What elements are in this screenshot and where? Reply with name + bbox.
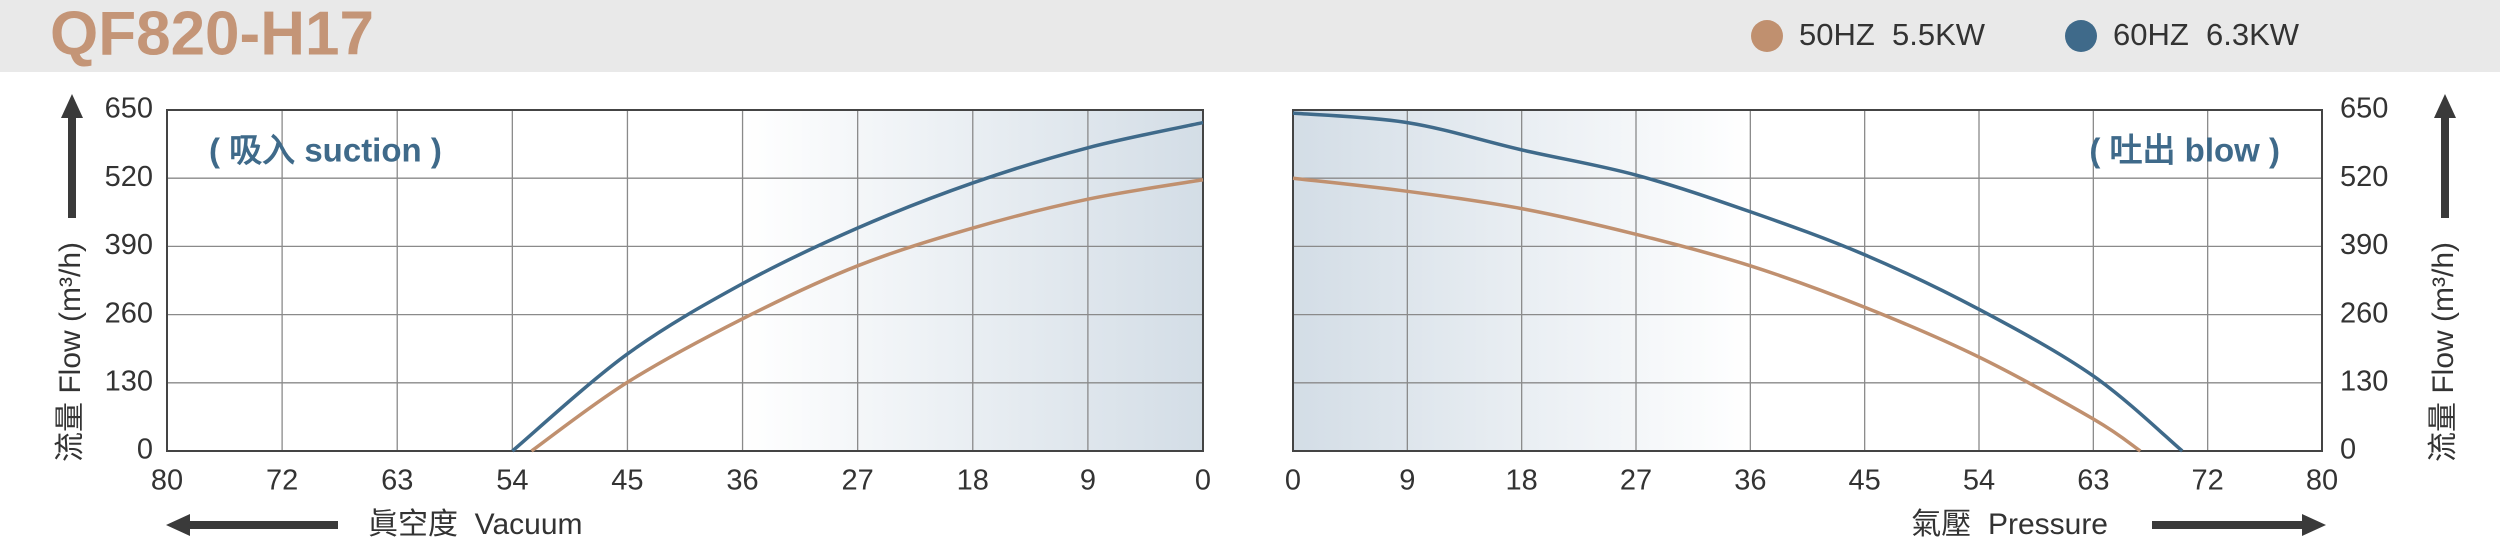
- x-tick-label: 0: [1195, 465, 1211, 497]
- arrow-head: [2302, 514, 2326, 536]
- annotation: ( 吸入 suction ): [209, 132, 442, 169]
- legend-label: 50HZ 5.5KW: [1799, 17, 1986, 52]
- arrow-head: [166, 514, 190, 536]
- x-tick-label: 63: [2077, 465, 2109, 497]
- y-tick-label: 260: [105, 297, 153, 329]
- x-tick-label: 0: [1285, 465, 1301, 497]
- x-tick-label: 36: [1734, 465, 1766, 497]
- plot-frame: [1292, 109, 2323, 452]
- x-tick-label: 9: [1399, 465, 1415, 497]
- legend-marker: [1751, 20, 1783, 52]
- y-tick-label: 130: [105, 365, 153, 397]
- y-tick-label: 650: [105, 93, 153, 125]
- legend-label: 60HZ 6.3KW: [2113, 17, 2300, 52]
- y-tick-label: 0: [137, 434, 153, 466]
- plot-frame: [166, 109, 1204, 452]
- x-tick-label: 54: [1963, 465, 1995, 497]
- x-tick-label: 45: [611, 465, 643, 497]
- x-tick-label: 27: [1620, 465, 1652, 497]
- curve: [530, 178, 1204, 453]
- x-tick-label: 27: [842, 465, 874, 497]
- y-tick-label: 260: [2340, 297, 2388, 329]
- x-tick-label: 72: [2192, 465, 2224, 497]
- y-tick-label: 650: [2340, 93, 2388, 125]
- y-tick-label: 520: [2340, 161, 2388, 193]
- annotation: ( 吐出 blow ): [2089, 132, 2280, 169]
- x-tick-label: 80: [151, 465, 183, 497]
- curve: [511, 120, 1204, 453]
- y-tick-label: 130: [2340, 365, 2388, 397]
- x-tick-label: 80: [2306, 465, 2338, 497]
- curve: [1292, 111, 2184, 453]
- curve: [1292, 176, 2142, 453]
- y-tick-label: 0: [2340, 434, 2356, 466]
- x-tick-label: 63: [381, 465, 413, 497]
- legend-marker: [2065, 20, 2097, 52]
- x-tick-label: 9: [1080, 465, 1096, 497]
- y-tick-label: 390: [2340, 229, 2388, 261]
- x-tick-label: 36: [726, 465, 758, 497]
- arrow-head: [2434, 94, 2456, 118]
- y-axis-label: 流量 Flow (m³/h): [2427, 242, 2460, 462]
- x-tick-label: 72: [266, 465, 298, 497]
- x-axis-label: 氣壓 Pressure: [1911, 508, 2108, 541]
- x-tick-label: 45: [1849, 465, 1881, 497]
- x-tick-label: 18: [957, 465, 989, 497]
- y-tick-label: 520: [105, 161, 153, 193]
- y-tick-label: 390: [105, 229, 153, 261]
- x-tick-label: 54: [496, 465, 528, 497]
- x-axis-label: 眞空度 Vacuum: [368, 508, 583, 541]
- page-title: QF820-H17: [50, 0, 374, 68]
- x-tick-label: 18: [1506, 465, 1538, 497]
- y-axis-label: 流量 Flow (m³/h): [54, 242, 87, 462]
- arrow-head: [61, 94, 83, 118]
